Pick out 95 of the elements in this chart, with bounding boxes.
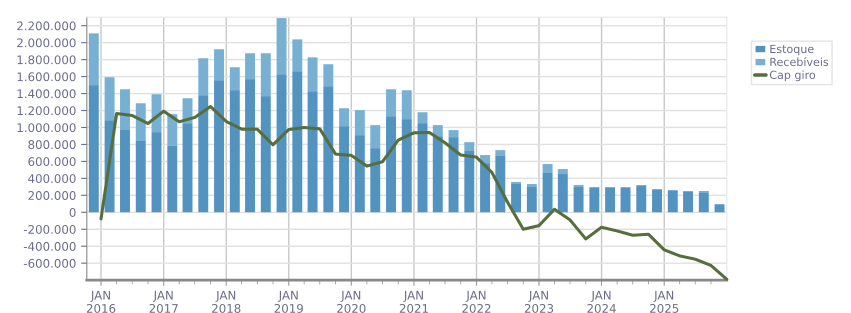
legend-label: Recebíveis — [770, 57, 828, 66]
bar — [402, 119, 412, 212]
bar — [574, 184, 584, 188]
y-tick-label: 1.000.000 — [18, 123, 76, 132]
bar — [668, 190, 678, 212]
bar — [652, 190, 662, 212]
y-tick-label: -400.000 — [24, 242, 76, 251]
bar — [182, 123, 192, 212]
y-tick-label: 1.400.000 — [18, 89, 76, 98]
x-tick-label: JAN 2023 — [524, 290, 554, 313]
bar — [683, 192, 694, 212]
bar — [448, 137, 459, 212]
bar — [292, 39, 302, 72]
bar — [214, 49, 224, 80]
bar — [260, 96, 271, 212]
bar — [432, 136, 443, 212]
x-tick-label: JAN 2022 — [462, 290, 490, 313]
bar — [323, 86, 334, 212]
bar — [698, 190, 709, 194]
bar — [636, 186, 646, 212]
bar — [495, 150, 506, 156]
x-tick-label: JAN 2017 — [150, 290, 178, 313]
bar — [152, 132, 162, 212]
bar — [526, 184, 537, 188]
bar — [542, 173, 553, 212]
bar — [120, 89, 130, 130]
bar — [339, 108, 350, 126]
x-tick-label: JAN 2019 — [274, 290, 303, 313]
bar — [354, 110, 365, 136]
y-tick-label: 1.800.000 — [18, 55, 76, 64]
bar — [480, 163, 490, 212]
bar — [698, 193, 709, 212]
bar — [542, 164, 553, 174]
bar — [558, 174, 568, 212]
bar — [245, 79, 256, 212]
bar — [558, 169, 568, 174]
bar — [339, 126, 350, 212]
bar — [167, 146, 178, 212]
bar — [464, 151, 474, 212]
bar — [276, 74, 287, 212]
y-tick-label: 600.000 — [28, 157, 76, 166]
bar — [104, 77, 115, 120]
bar — [386, 89, 396, 116]
bar — [605, 188, 616, 212]
bar — [370, 148, 380, 212]
bar — [620, 188, 630, 212]
bar — [276, 18, 287, 74]
bar — [230, 67, 240, 90]
x-tick-label: JAN 2018 — [212, 290, 240, 313]
bar — [245, 53, 256, 80]
bar — [464, 142, 474, 152]
y-tick-label: 2.200.000 — [17, 21, 76, 30]
bar — [386, 116, 396, 212]
legend-label: Cap giro — [770, 70, 816, 82]
bar — [323, 64, 334, 86]
y-tick-label: 200.000 — [28, 191, 76, 200]
y-tick-label: 0 — [70, 208, 76, 217]
y-tick-label: 2.000.000 — [17, 38, 76, 48]
bar — [308, 57, 318, 92]
bar — [230, 90, 240, 212]
bar — [136, 141, 146, 212]
bar — [574, 187, 584, 212]
bar — [432, 125, 443, 136]
x-tick-label: JAN 2024 — [587, 290, 616, 313]
bar — [308, 91, 318, 212]
y-tick-label: 800.000 — [28, 140, 76, 150]
bar — [198, 95, 208, 212]
x-tick-label: JAN 2021 — [400, 290, 428, 313]
legend-label: Estoque — [770, 44, 814, 56]
bar — [511, 184, 522, 212]
bar — [88, 33, 99, 86]
y-tick-label: 1.600.000 — [18, 72, 76, 82]
bar — [214, 80, 224, 212]
bar — [714, 204, 725, 212]
bar — [88, 85, 99, 212]
bar — [198, 58, 208, 96]
bar — [292, 71, 302, 212]
bar — [402, 90, 412, 120]
bar — [589, 188, 600, 212]
y-tick-label: 1.200.000 — [18, 106, 76, 116]
x-tick-label: JAN 2025 — [650, 290, 678, 313]
bar — [120, 130, 130, 212]
bar — [448, 130, 459, 138]
bar — [260, 53, 271, 96]
bar — [418, 112, 428, 124]
bar — [526, 187, 537, 212]
y-tick-label: -600.000 — [24, 258, 76, 268]
bar — [354, 135, 365, 212]
x-tick-label: JAN 2016 — [86, 290, 116, 313]
line-series — [99, 104, 728, 281]
bar — [370, 125, 380, 148]
y-tick-label: 400.000 — [28, 174, 76, 184]
bar — [418, 123, 428, 212]
x-tick-label: JAN 2020 — [337, 290, 366, 313]
y-tick-label: -200.000 — [24, 224, 76, 234]
